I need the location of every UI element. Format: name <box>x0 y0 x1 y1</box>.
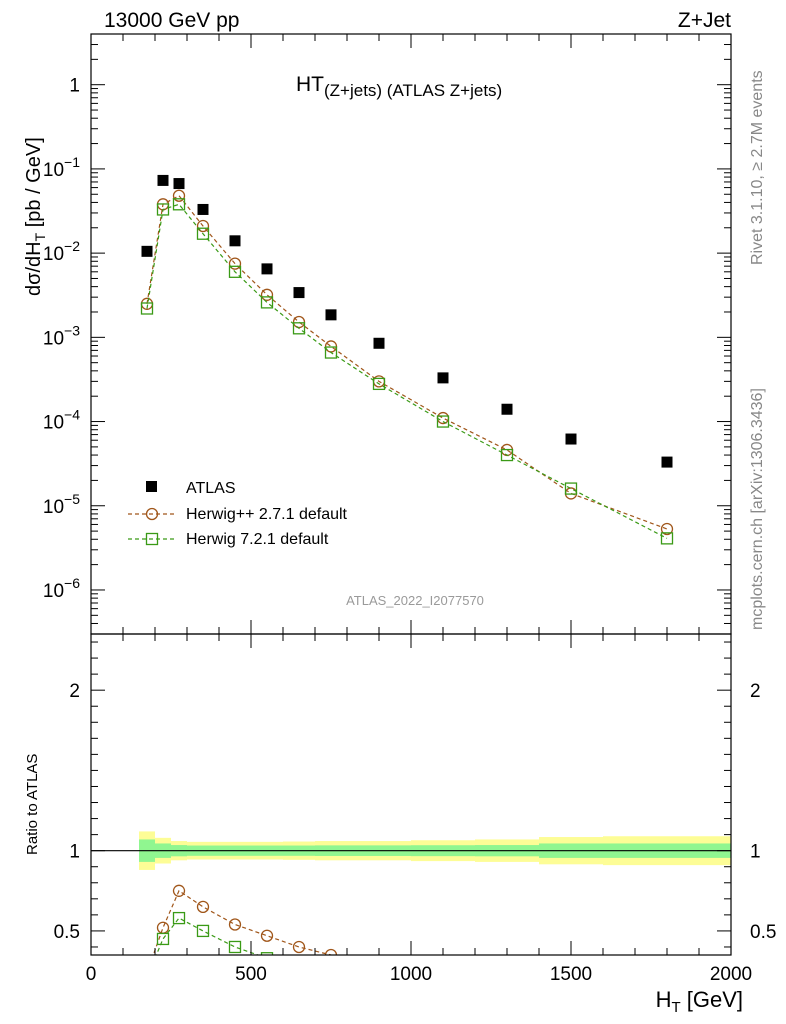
top-panel-series <box>140 174 674 545</box>
y-tick-label: 10−1 <box>43 154 80 181</box>
legend-herwigpp-label: Herwig++ 2.7.1 default <box>186 506 348 523</box>
atlas-point <box>501 403 513 415</box>
herwigpp-point <box>260 288 274 301</box>
herwig7-point <box>372 377 386 391</box>
legend-atlas-label: ATLAS <box>186 480 236 497</box>
xlabel-sub: T <box>671 999 680 1016</box>
atlas-point <box>373 337 385 349</box>
xlabel-main: H <box>656 987 672 1012</box>
herwig7-point <box>436 415 450 428</box>
legend-herwig7-marker <box>145 532 159 546</box>
herwig7-point <box>228 265 242 278</box>
herwig7-ratio-line <box>155 917 260 955</box>
herwig7-ratio-point <box>196 924 210 938</box>
axis-tick-labels: 0 500 1000 1500 2000 10−6 10−5 10−4 10−3 10−2 10−1… <box>43 76 777 985</box>
herwigpp-ratio-point <box>196 900 210 913</box>
header-beam-label: 13000 GeV pp <box>104 9 239 32</box>
herwig7-point <box>172 198 186 211</box>
ratio-y-tick-label-right: 2 <box>750 681 761 702</box>
ratio-y-tick-label-left: 2 <box>69 681 80 702</box>
herwigpp-point <box>172 189 186 202</box>
herwig7-ratio-point <box>294 962 305 973</box>
title-main: HT <box>296 73 324 96</box>
x-tick-label: 1500 <box>550 964 592 985</box>
herwig7-point <box>500 448 514 462</box>
atlas-point <box>661 456 673 468</box>
herwigpp-ratio-line <box>152 889 332 955</box>
legend-herwig7-label: Herwig 7.2.1 default <box>186 531 329 548</box>
atlas-point <box>229 235 241 247</box>
atlas-point <box>565 433 577 445</box>
atlas-point <box>141 245 153 257</box>
top-y-axis-label: dσ/dHT [pb / GeV] <box>23 137 48 296</box>
analysis-watermark: ATLAS_2022_I2077570 <box>346 593 484 608</box>
ylabel-tail: [pb / GeV] <box>23 137 45 233</box>
herwigpp-ratio-point <box>260 929 274 942</box>
herwig7-ratio-point <box>228 940 242 954</box>
herwig7-ratio-point <box>156 932 170 946</box>
rivet-version-label: Rivet 3.1.10, ≥ 2.7M events <box>749 70 766 265</box>
header-process-label: Z+Jet <box>678 9 731 32</box>
herwigpp-ratio-point <box>156 921 170 934</box>
bottom-panel-frame <box>90 633 732 956</box>
xlabel-tail: [GeV] <box>681 987 743 1012</box>
ratio-y-tick-label-right: 1 <box>750 842 761 863</box>
herwig7-point <box>156 203 170 216</box>
x-tick-label: 2000 <box>710 964 752 985</box>
legend-herwigpp-marker <box>145 507 159 521</box>
ylabel-main: dσ/dH <box>23 241 45 296</box>
herwig7-point <box>564 482 578 495</box>
herwigpp-line <box>146 194 668 530</box>
ratio-y-tick-label-left: 0.5 <box>54 922 80 943</box>
top-panel-title: HT(Z+jets) (ATLAS Z+jets) <box>296 73 502 100</box>
herwig7-point <box>292 322 306 335</box>
y-tick-label: 10−3 <box>43 322 80 349</box>
atlas-point <box>173 178 185 190</box>
atlas-point <box>197 203 209 215</box>
herwig7-ratio-point <box>172 911 186 925</box>
herwig7-point <box>196 227 210 240</box>
bottom-panel-series <box>142 884 338 983</box>
herwig7-line <box>146 203 668 539</box>
ratio-y-tick-label-left: 1 <box>69 842 80 863</box>
ylabel-sub: T <box>32 232 48 241</box>
herwigpp-ratio-point <box>172 884 186 897</box>
y-tick-label: 10−5 <box>43 491 80 518</box>
title-sub: (Z+jets) (ATLAS Z+jets) <box>324 81 502 100</box>
herwigpp-ratio-point <box>324 948 338 955</box>
herwigpp-ratio-point <box>292 940 306 954</box>
herwig7-point <box>140 302 154 315</box>
herwig7-ratio-point <box>260 952 274 955</box>
herwigpp-ratio-point <box>142 967 153 978</box>
y-tick-label: 10−2 <box>43 238 80 265</box>
legend-atlas-marker <box>146 481 157 492</box>
y-tick-label: 1 <box>69 76 80 97</box>
herwigpp-point <box>196 219 210 233</box>
herwig7-point <box>660 532 674 545</box>
herwig7-point <box>260 296 274 309</box>
atlas-point <box>293 287 305 299</box>
herwigpp-point <box>292 315 306 329</box>
herwig7-ratio-point <box>326 970 337 981</box>
legend: ATLAS Herwig++ 2.7.1 default Herwig 7.2.… <box>128 480 348 548</box>
ratio-y-tick-label-right: 0.5 <box>750 922 776 943</box>
herwig7-point <box>324 346 338 359</box>
herwig7-ratio-point <box>142 972 153 983</box>
x-tick-label: 500 <box>235 964 267 985</box>
y-tick-label: 10−4 <box>43 407 80 434</box>
atlas-point <box>157 174 169 186</box>
y-tick-label: 10−6 <box>43 575 80 602</box>
x-axis-label: HT [GeV] <box>656 987 743 1016</box>
mcplots-label: mcplots.cern.ch [arXiv:1306.3436] <box>749 388 766 630</box>
herwigpp-point <box>228 257 242 270</box>
bottom-y-axis-label: Ratio to ATLAS <box>24 754 41 855</box>
atlas-point <box>437 372 449 384</box>
x-tick-label: 1000 <box>390 964 432 985</box>
atlas-point <box>325 309 337 321</box>
herwigpp-ratio-point <box>228 918 242 931</box>
x-tick-label: 0 <box>86 964 97 985</box>
atlas-point <box>261 263 273 275</box>
herwigpp-point <box>660 522 674 536</box>
